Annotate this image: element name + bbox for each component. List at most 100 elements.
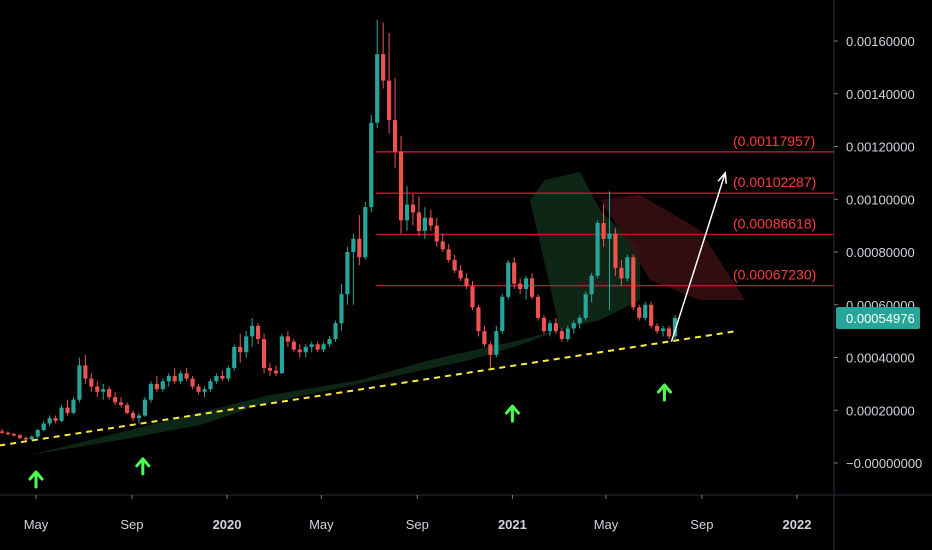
y-tick-label: 0.00120000	[846, 140, 915, 155]
candle-down	[666, 328, 672, 337]
last-price-label: 0.00054976	[846, 311, 915, 326]
candle-down	[184, 373, 189, 379]
candle-down	[601, 222, 606, 239]
candle-down	[5, 432, 11, 435]
candles	[0, 19, 678, 441]
candle-up	[577, 317, 582, 324]
candle-down	[637, 307, 642, 318]
candle-up	[422, 217, 427, 231]
candle-up	[29, 436, 34, 440]
candle-down	[273, 370, 279, 374]
candle-down	[220, 375, 225, 379]
candle-up	[571, 323, 576, 329]
candle-up	[672, 317, 678, 337]
up-arrow-icon	[504, 404, 520, 423]
fib-label: (0.00102287)	[733, 174, 816, 190]
candle-down	[398, 151, 404, 221]
candle-up	[565, 328, 570, 340]
candle-down	[428, 217, 433, 226]
candle-up	[136, 415, 142, 419]
candle-up	[148, 383, 153, 400]
fib-label: (0.00086618)	[733, 216, 816, 232]
projection-arrowhead-icon	[717, 171, 728, 184]
fib-label: (0.00117957)	[733, 133, 815, 149]
candle-down	[291, 341, 296, 350]
last-price-badge	[836, 307, 920, 330]
candle-up	[77, 365, 82, 400]
candle-up	[41, 423, 46, 431]
up-arrow-head	[656, 383, 672, 394]
candle-down	[119, 402, 124, 405]
y-tick-label: 0.00160000	[846, 34, 915, 49]
up-arrow-icon	[28, 470, 44, 489]
x-tick-label: Sep	[406, 517, 429, 532]
up-arrow-icon	[135, 457, 151, 476]
candle-down	[464, 278, 469, 287]
candle-down	[452, 259, 457, 271]
candle-up	[625, 257, 630, 279]
ichimoku-cloud	[30, 172, 745, 455]
candle-down	[113, 397, 118, 403]
candle-down	[172, 375, 177, 382]
candle-up	[101, 389, 106, 392]
candle-down	[541, 317, 547, 332]
candle-up	[202, 389, 207, 392]
up-arrow-icon	[656, 383, 672, 402]
candle-up	[404, 204, 410, 221]
candle-down	[107, 389, 112, 398]
candle-down	[190, 378, 195, 387]
y-tick-label: 0.00140000	[846, 87, 915, 102]
candle-up	[47, 418, 52, 424]
candle-up	[333, 323, 338, 340]
candle-down	[619, 267, 624, 279]
candle-up	[583, 294, 588, 318]
candle-up	[35, 430, 40, 437]
candle-down	[512, 262, 517, 284]
candle-down	[410, 204, 416, 213]
candle-up	[643, 304, 648, 318]
y-tick-label: 0.00040000	[846, 351, 915, 366]
x-tick-label: May	[594, 517, 619, 532]
candle-down	[297, 349, 302, 353]
candle-up	[232, 346, 237, 369]
candle-down	[65, 407, 70, 413]
candle-down	[553, 323, 558, 332]
candle-up	[363, 207, 368, 258]
candle-up	[375, 54, 380, 123]
candle-down	[446, 249, 451, 260]
cloud-green	[30, 172, 640, 455]
candle-down	[267, 368, 273, 371]
candle-down	[130, 412, 136, 419]
candle-down	[95, 386, 100, 392]
candle-up	[244, 336, 249, 353]
candle-up	[369, 122, 374, 208]
candle-up	[59, 407, 64, 421]
candle-down	[631, 257, 636, 308]
y-tick-label: 0.00100000	[846, 192, 915, 207]
up-arrow-head	[28, 470, 44, 481]
candle-down	[440, 241, 445, 250]
candle-down	[196, 386, 201, 392]
candle-up	[661, 328, 666, 332]
candle-up	[279, 336, 285, 374]
candle-down	[315, 344, 320, 350]
candle-down	[613, 233, 618, 268]
candle-down	[518, 283, 523, 289]
candle-down	[649, 304, 654, 326]
candle-up	[321, 344, 326, 350]
candle-down	[17, 435, 22, 438]
x-tick-label: 2021	[498, 517, 527, 532]
candle-up	[524, 278, 529, 289]
candle-up	[547, 323, 553, 332]
candle-up	[589, 275, 594, 295]
candle-down	[381, 54, 386, 81]
candle-up	[71, 399, 76, 413]
candle-up	[178, 373, 183, 382]
up-arrow-head	[504, 404, 520, 415]
candle-up	[250, 325, 255, 337]
candle-down	[434, 225, 439, 242]
candle-up	[351, 238, 356, 252]
candle-down	[535, 296, 541, 318]
